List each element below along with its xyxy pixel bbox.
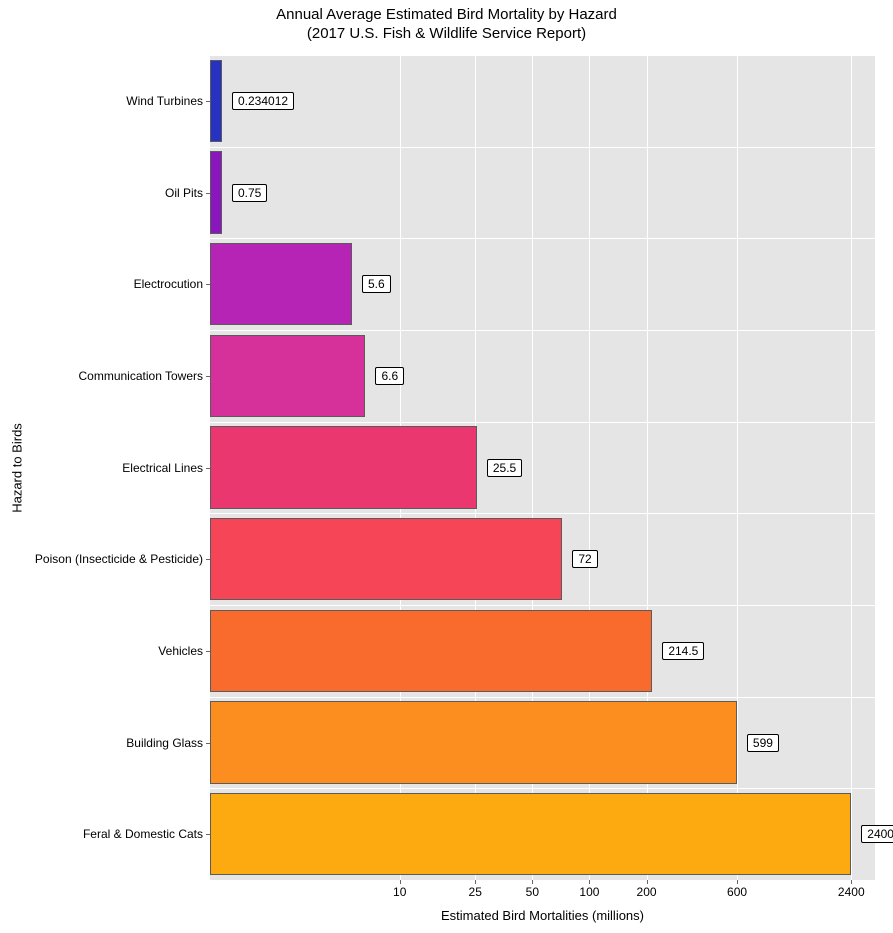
x-tick [532, 880, 533, 884]
chart-title-line2: (2017 U.S. Fish & Wildlife Service Repor… [307, 25, 586, 42]
chart-title-line1: Annual Average Estimated Bird Mortality … [276, 6, 617, 23]
y-axis-title: Hazard to Birds [8, 55, 26, 880]
x-tick-label: 25 [469, 885, 482, 899]
value-label: 5.6 [362, 275, 391, 293]
x-tick-label: 2400 [838, 885, 865, 899]
grid-line-v [851, 55, 852, 880]
value-label: 6.6 [375, 367, 404, 385]
chart-container: Annual Average Estimated Bird Mortality … [0, 0, 893, 933]
value-label: 599 [747, 734, 779, 752]
bar [210, 243, 352, 326]
value-label: 72 [572, 550, 597, 568]
x-tick [647, 880, 648, 884]
y-tick-label: Electrocution [134, 277, 203, 291]
y-tick [206, 559, 210, 560]
y-tick [206, 468, 210, 469]
bar [210, 518, 562, 601]
y-tick-label: Feral & Domestic Cats [83, 827, 203, 841]
grid-line-h [210, 513, 875, 514]
y-tick [206, 834, 210, 835]
grid-line-h [210, 330, 875, 331]
bar [210, 335, 365, 418]
value-label: 2400 [861, 825, 893, 843]
y-tick [206, 284, 210, 285]
bar [210, 793, 851, 876]
y-tick-label: Wind Turbines [126, 94, 203, 108]
x-tick-label: 100 [579, 885, 599, 899]
grid-line-h [210, 605, 875, 606]
x-tick [400, 880, 401, 884]
x-axis-title: Estimated Bird Mortalities (millions) [210, 908, 875, 923]
grid-line-h [210, 238, 875, 239]
value-label: 25.5 [487, 459, 522, 477]
y-tick-label: Electrical Lines [122, 461, 203, 475]
x-tick-label: 10 [393, 885, 406, 899]
bar [210, 610, 652, 693]
grid-line-h [210, 880, 875, 881]
grid-line-h [210, 422, 875, 423]
x-axis-title-text: Estimated Bird Mortalities (millions) [441, 908, 644, 923]
y-tick [206, 193, 210, 194]
x-tick [589, 880, 590, 884]
chart-title: Annual Average Estimated Bird Mortality … [0, 6, 893, 44]
x-tick [851, 880, 852, 884]
y-tick-label: Oil Pits [165, 186, 203, 200]
x-tick-label: 600 [727, 885, 747, 899]
value-label: 0.234012 [232, 92, 294, 110]
x-tick [475, 880, 476, 884]
value-label: 214.5 [662, 642, 704, 660]
y-tick [206, 101, 210, 102]
grid-line-h [210, 697, 875, 698]
bar [210, 151, 222, 234]
x-tick-label: 50 [526, 885, 539, 899]
y-axis-title-text: Hazard to Birds [10, 423, 25, 513]
y-tick [206, 651, 210, 652]
x-tick [737, 880, 738, 884]
value-label: 0.75 [232, 184, 267, 202]
plot-area: 0.2340120.755.66.625.572214.55992400 [210, 55, 875, 880]
y-tick-label: Building Glass [126, 736, 203, 750]
bar [210, 701, 737, 784]
grid-line-h [210, 788, 875, 789]
grid-line-h [210, 55, 875, 56]
y-tick-label: Poison (Insecticide & Pesticide) [35, 552, 203, 566]
y-tick [206, 376, 210, 377]
y-tick-label: Communication Towers [79, 369, 204, 383]
bar [210, 60, 222, 143]
grid-line-v [737, 55, 738, 880]
y-tick-label: Vehicles [158, 644, 203, 658]
y-tick [206, 743, 210, 744]
x-tick-label: 200 [637, 885, 657, 899]
grid-line-h [210, 147, 875, 148]
bar [210, 426, 477, 509]
